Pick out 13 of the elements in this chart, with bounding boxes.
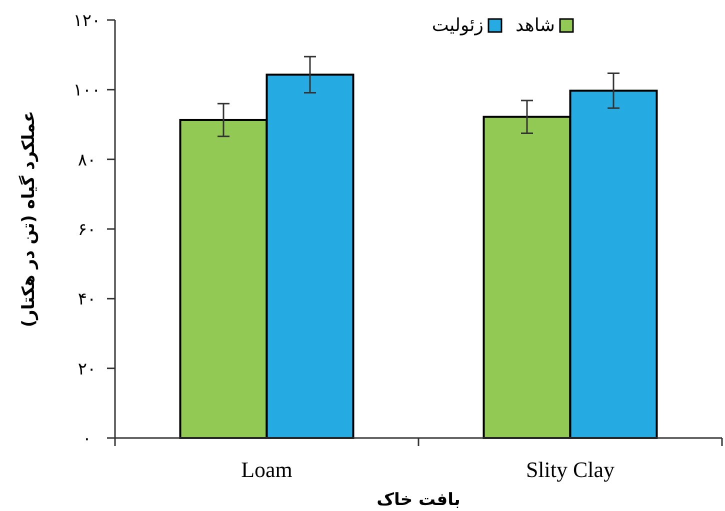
y-tick-label: ۴۰ <box>78 290 96 310</box>
x-tick-label: Slity Clay <box>526 457 615 482</box>
legend-label: زئولیت <box>432 15 484 36</box>
y-axis-title: عملکرد گیاه (تن در هکتار) <box>18 110 39 328</box>
y-tick-label: ۱۲۰ <box>73 11 101 31</box>
y-tick-label: ۱۰۰ <box>73 80 101 101</box>
x-tick-label: Loam <box>241 457 292 482</box>
y-tick-label: ۶۰ <box>78 220 96 240</box>
x-axis-title: بافت خاک <box>376 490 460 510</box>
y-tick-label: ۰ <box>82 429 92 449</box>
legend-label: شاهد <box>515 15 555 36</box>
y-tick-label: ۸۰ <box>78 150 96 170</box>
y-tick-label: ۲۰ <box>78 359 96 380</box>
